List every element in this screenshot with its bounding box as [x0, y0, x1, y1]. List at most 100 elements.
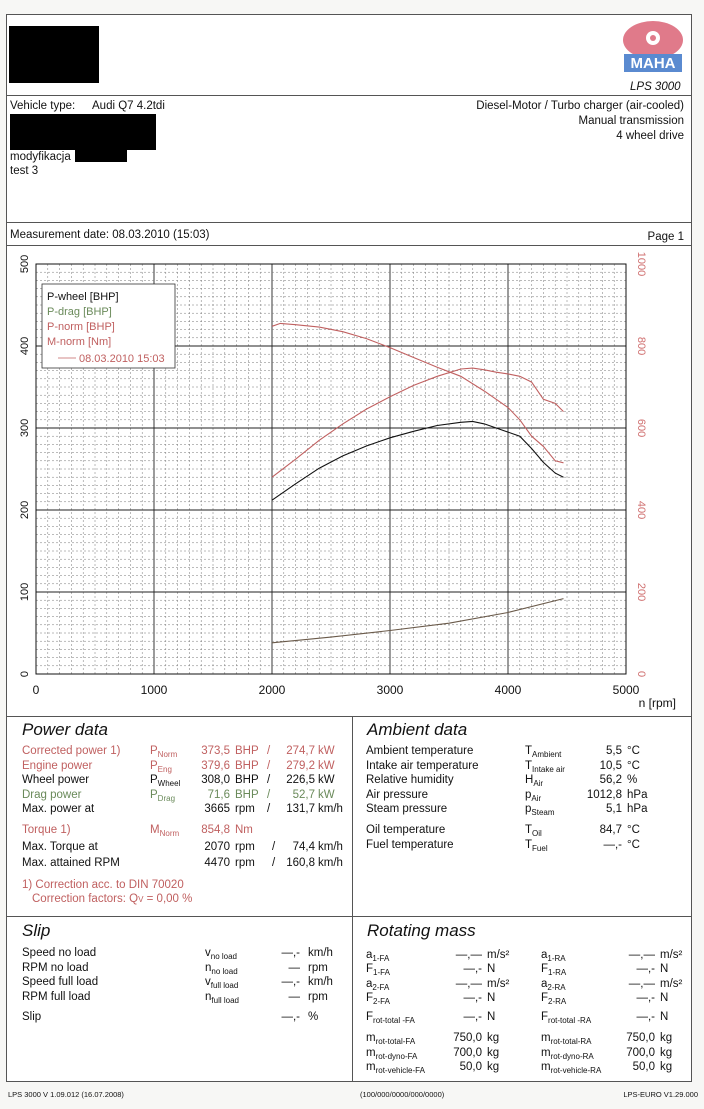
rotating-mass-title: Rotating mass: [367, 921, 476, 940]
rm-ra-unit: kg: [660, 1047, 673, 1059]
power-value-2: 52,7: [292, 788, 315, 801]
power-unit-2: kW: [318, 745, 335, 757]
rm-ra-symbol: F1-RA: [541, 963, 567, 977]
power-label: Engine power: [22, 759, 93, 772]
redacted-block: [9, 26, 99, 83]
y-left-tick-label: 300: [19, 419, 31, 437]
ambient-value: 1012,8: [586, 788, 622, 801]
y-right-tick-label: 800: [635, 337, 647, 355]
slip-symbol: nfull load: [205, 990, 239, 1005]
slip-label: RPM no load: [22, 961, 89, 974]
torque-value-1: 854,8: [201, 824, 230, 836]
ambient-unit: °C: [627, 745, 640, 757]
rm-fa-unit: m/s²: [487, 949, 510, 961]
ambient-label: Fuel temperature: [366, 838, 454, 851]
rm-fa-symbol: a1-FA: [366, 949, 390, 963]
rm-fa-value: —,—: [455, 949, 482, 961]
y-right-tick-label: 0: [635, 671, 647, 677]
rm-ra-value: —,-: [636, 963, 655, 975]
legend-p-norm: P-norm [BHP]: [47, 321, 115, 333]
power-value-1: 71,6: [207, 788, 230, 801]
slip-value: —,-: [281, 1011, 300, 1024]
rm-ra-unit: N: [660, 1011, 669, 1023]
rm-fa-value: —,—: [455, 978, 482, 990]
legend-p-wheel: P-wheel [BHP]: [47, 291, 119, 303]
torque-unit-2: km/h: [318, 840, 343, 853]
slip-label: RPM full load: [22, 990, 91, 1003]
rm-ra-unit: N: [660, 992, 669, 1004]
power-value-1: 308,0: [201, 774, 230, 787]
chart-series: [271, 322, 564, 644]
torque-value-1: 2070: [204, 840, 230, 853]
slip-symbol: nno load: [205, 961, 238, 976]
rm-ra-value: —,—: [628, 978, 655, 990]
y-left-tick-label: 200: [19, 501, 31, 519]
torque-unit-2: km/h: [318, 857, 343, 869]
maha-logo: MAHA: [618, 18, 688, 78]
measurement-date: Measurement date: 08.03.2010 (15:03): [10, 229, 210, 241]
torque-symbol: MNorm: [150, 824, 180, 838]
report-page: [6, 14, 692, 1082]
footer-right: LPS-EURO V1.29.000: [623, 1090, 698, 1099]
power-unit-1: rpm: [235, 803, 255, 816]
power-unit-1: BHP: [235, 788, 259, 801]
slip-symbol: vfull load: [205, 976, 239, 991]
rm-fa-symbol: mrot-vehicle-FA: [366, 1061, 425, 1075]
y-right-tick-label: 200: [635, 583, 647, 601]
slip-value: —: [288, 990, 301, 1003]
slip-unit: rpm: [308, 961, 328, 974]
y-left-tick-label: 0: [19, 671, 31, 677]
series-p-drag-bhp: [271, 598, 564, 644]
ambient-unit: °C: [627, 838, 640, 851]
ambient-value: 5,5: [606, 745, 622, 757]
rm-fa-value: —,-: [463, 1011, 482, 1023]
ambient-symbol: pSteam: [525, 803, 555, 818]
power-label: Drag power: [22, 788, 82, 801]
torque-label: Torque 1): [22, 824, 71, 836]
rm-ra-unit: kg: [660, 1032, 673, 1044]
rm-fa-value: —,-: [463, 992, 482, 1004]
torque-label: Max. attained RPM: [22, 857, 120, 869]
power-value-2: 226,5: [286, 774, 315, 787]
correction-note: 1) Correction acc. to DIN 70020: [22, 879, 184, 891]
torque-value-1: 4470: [204, 857, 230, 869]
rm-ra-symbol: F2-RA: [541, 992, 567, 1006]
rm-ra-symbol: Frot-total -RA: [541, 1011, 592, 1025]
legend-m-norm: M-norm [Nm]: [47, 336, 111, 348]
x-tick-label: 0: [33, 683, 40, 697]
y-right-tick-label: 600: [635, 419, 647, 437]
redacted-block: [75, 150, 127, 162]
slip-symbol: vno load: [205, 947, 237, 961]
ambient-data-title: Ambient data: [367, 720, 468, 739]
note-line-2: test 3: [10, 165, 39, 177]
engine-line-1: Diesel-Motor / Turbo charger (air-cooled…: [476, 100, 684, 112]
power-sep: /: [267, 745, 271, 757]
power-unit-1: BHP: [235, 759, 259, 772]
rm-fa-unit: m/s²: [487, 978, 510, 990]
torque-unit-1: rpm: [235, 857, 255, 869]
slip-value: —,-: [281, 947, 300, 959]
ambient-label: Intake air temperature: [366, 759, 479, 772]
power-value-2: 274,7: [286, 745, 315, 757]
y-left-tick-label: 100: [19, 583, 31, 601]
power-value-1: 373,5: [201, 745, 230, 757]
power-label: Max. power at: [22, 803, 95, 816]
ambient-unit: hPa: [627, 788, 648, 801]
footer-center: (100/000/0000/000/0000): [360, 1090, 445, 1099]
rm-fa-unit: N: [487, 963, 496, 975]
x-tick-label: 4000: [495, 683, 522, 697]
power-unit-2: kW: [318, 759, 335, 772]
rm-ra-symbol: a2-RA: [541, 978, 566, 992]
rm-ra-value: 700,0: [626, 1047, 655, 1059]
power-unit-1: BHP: [235, 774, 259, 787]
slip-value: —: [288, 961, 301, 974]
slip-unit: %: [308, 1011, 319, 1024]
rm-ra-symbol: mrot-total-RA: [541, 1032, 592, 1046]
ambient-symbol: HAir: [525, 774, 544, 789]
power-unit-2: kW: [318, 788, 335, 801]
ambient-label: Air pressure: [366, 788, 428, 801]
page-number: Page 1: [647, 231, 684, 243]
slip-unit: km/h: [308, 947, 333, 959]
rm-ra-value: —,-: [636, 1011, 655, 1023]
torque-label: Max. Torque at: [22, 840, 98, 853]
